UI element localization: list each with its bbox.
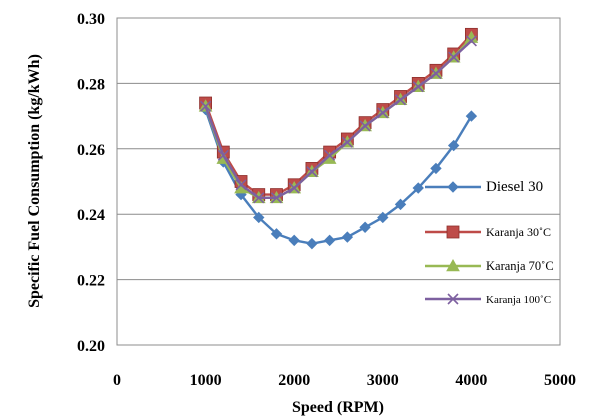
data-point bbox=[430, 162, 442, 175]
marker-stroke bbox=[447, 293, 459, 305]
data-point bbox=[377, 107, 389, 119]
y-axis-ticks: 0.20 0.22 0.24 0.26 0.28 0.30 bbox=[77, 11, 105, 355]
data-point bbox=[253, 192, 265, 204]
legend-item-4: Karanja 100˚C bbox=[425, 293, 551, 306]
data-point bbox=[217, 149, 229, 161]
marker-stroke bbox=[253, 192, 265, 204]
marker-stroke bbox=[448, 51, 460, 63]
marker-stroke bbox=[324, 149, 336, 161]
data-point bbox=[270, 228, 283, 240]
series-line bbox=[204, 33, 473, 196]
data-point bbox=[412, 182, 424, 194]
marker-stroke bbox=[288, 182, 300, 194]
data-point bbox=[448, 51, 460, 63]
x-tick-label: 5000 bbox=[544, 372, 576, 389]
y-tick-label: 0.22 bbox=[77, 273, 105, 290]
x-axis-ticks: 0 1000 2000 3000 4000 5000 bbox=[113, 372, 576, 389]
marker-stroke bbox=[412, 81, 424, 93]
series-layer bbox=[198, 27, 479, 250]
data-point bbox=[359, 221, 371, 233]
x-tick-label: 3000 bbox=[367, 372, 399, 389]
legend-marker bbox=[446, 258, 460, 272]
y-tick-label: 0.20 bbox=[77, 338, 105, 355]
data-point bbox=[323, 234, 336, 247]
data-point bbox=[253, 211, 265, 224]
data-point bbox=[377, 211, 389, 224]
legend: Diesel 30 Karanja 30˚C Karanja 70˚C Karanja… bbox=[425, 179, 554, 306]
data-point bbox=[430, 68, 442, 80]
legend-marker bbox=[447, 181, 459, 193]
x-tick-label: 4000 bbox=[455, 372, 487, 389]
data-point bbox=[306, 237, 318, 250]
data-point bbox=[394, 94, 407, 106]
data-point bbox=[412, 81, 424, 93]
legend-marker bbox=[447, 293, 459, 305]
x-tick-label: 2000 bbox=[278, 372, 310, 389]
marker-stroke bbox=[430, 68, 442, 80]
data-point bbox=[324, 149, 336, 161]
data-point bbox=[465, 35, 477, 47]
data-point bbox=[394, 198, 407, 211]
data-point bbox=[359, 120, 371, 132]
data-point bbox=[288, 234, 300, 247]
marker-stroke bbox=[359, 120, 371, 132]
plot-area-frame bbox=[116, 17, 561, 346]
marker-stroke bbox=[217, 149, 229, 161]
marker-stroke bbox=[465, 35, 477, 47]
data-point bbox=[341, 136, 353, 148]
series-line bbox=[204, 40, 473, 200]
data-point bbox=[447, 139, 460, 152]
y-tick-label: 0.28 bbox=[77, 76, 105, 93]
x-tick-label: 0 bbox=[113, 372, 121, 389]
legend-item-1: Diesel 30 bbox=[425, 179, 543, 195]
legend-label: Karanja 100˚C bbox=[486, 294, 551, 306]
data-point bbox=[341, 231, 354, 243]
series-4 bbox=[200, 35, 477, 204]
x-tick-label: 1000 bbox=[190, 372, 222, 389]
data-point bbox=[306, 166, 318, 178]
marker-stroke bbox=[235, 179, 247, 191]
marker-stroke bbox=[341, 136, 353, 148]
legend-label: Karanja 70˚C bbox=[486, 259, 554, 273]
marker-stroke bbox=[270, 192, 283, 204]
marker-stroke bbox=[394, 94, 407, 106]
data-point bbox=[270, 192, 283, 204]
data-point bbox=[288, 182, 300, 194]
marker-stroke bbox=[200, 100, 212, 112]
data-point bbox=[465, 110, 478, 122]
y-tick-label: 0.24 bbox=[77, 207, 105, 224]
y-axis-label: Specific Fuel Consumption (kg/kWh) bbox=[26, 54, 43, 308]
marker-stroke bbox=[377, 107, 389, 119]
y-tick-label: 0.26 bbox=[77, 142, 105, 159]
x-axis-label: Speed (RPM) bbox=[292, 399, 384, 416]
series-line bbox=[204, 109, 473, 245]
y-tick-label: 0.30 bbox=[77, 11, 105, 28]
legend-marker bbox=[446, 225, 460, 239]
legend-item-3: Karanja 70˚C bbox=[425, 258, 554, 273]
marker-stroke bbox=[306, 166, 318, 178]
legend-label: Karanja 30˚C bbox=[486, 225, 551, 239]
data-point bbox=[200, 100, 212, 112]
legend-label: Diesel 30 bbox=[486, 179, 543, 195]
data-point bbox=[235, 179, 247, 191]
legend-item-2: Karanja 30˚C bbox=[425, 225, 551, 239]
